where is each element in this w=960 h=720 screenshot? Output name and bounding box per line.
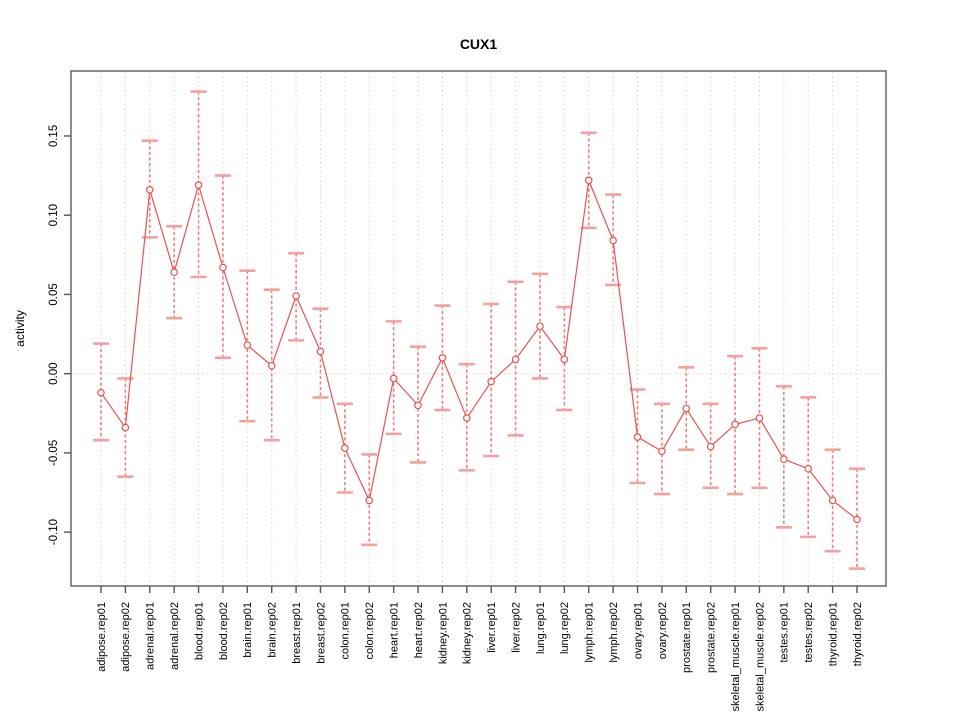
data-point	[194, 181, 203, 189]
data-point	[487, 377, 495, 386]
data-point	[706, 442, 715, 451]
y-tick-label: 0.00	[48, 362, 60, 384]
x-category-label: testes.rep02	[803, 602, 815, 663]
x-category-label: adrenal.rep02	[169, 602, 181, 670]
x-category-label: blood.rep01	[193, 602, 205, 660]
x-category-label: prostate.rep01	[681, 602, 693, 673]
data-point	[780, 455, 788, 464]
data-point	[584, 176, 593, 185]
data-point	[560, 355, 569, 364]
data-point	[170, 268, 178, 277]
x-category-label: breast.rep01	[291, 602, 303, 664]
data-point	[341, 444, 349, 452]
x-category-label: heart.rep01	[388, 602, 400, 658]
data-point	[243, 341, 252, 349]
x-category-label: ovary.rep02	[657, 602, 669, 659]
x-category-label: adrenal.rep01	[145, 602, 157, 670]
data-point	[145, 186, 154, 194]
data-point	[755, 414, 764, 422]
data-point	[804, 464, 813, 473]
data-point	[267, 361, 276, 370]
data-point	[731, 420, 739, 429]
x-category-label: adipose.rep02	[120, 602, 132, 672]
x-category-label: skeletal_muscle.rep01	[730, 602, 742, 711]
y-tick-label: 0.10	[48, 204, 60, 226]
data-point	[828, 496, 837, 505]
data-point	[121, 423, 130, 432]
x-category-label: blood.rep02	[218, 602, 230, 660]
x-category-label: kidney.rep01	[437, 602, 449, 664]
x-category-label: ovary.rep01	[632, 602, 644, 659]
data-point	[365, 496, 374, 505]
data-point	[414, 401, 422, 410]
data-point	[682, 404, 691, 413]
x-category-label: colon.rep01	[340, 602, 352, 660]
x-category-label: brain.rep01	[242, 602, 254, 658]
y-tick-label: 0.05	[48, 283, 60, 305]
x-category-label: lung.rep01	[535, 602, 547, 654]
x-category-label: breast.rep02	[315, 602, 327, 664]
data-point	[463, 414, 471, 422]
data-point	[292, 292, 300, 300]
plot-box	[70, 70, 887, 587]
x-category-label: lymph.rep02	[608, 602, 620, 663]
x-category-label: prostate.rep02	[706, 602, 718, 673]
data-point	[536, 322, 544, 330]
data-point	[633, 433, 642, 441]
data-point	[658, 447, 666, 456]
data-point	[511, 355, 520, 364]
data-point	[97, 388, 105, 397]
x-category-label: heart.rep02	[413, 602, 425, 658]
x-category-label: brain.rep02	[267, 602, 279, 658]
x-category-label: lymph.rep01	[584, 602, 596, 663]
data-point	[389, 374, 398, 383]
x-category-label: liver.rep02	[510, 602, 522, 653]
x-category-label: adipose.rep01	[96, 602, 108, 672]
x-category-label: testes.rep01	[779, 602, 791, 663]
data-point	[219, 263, 227, 272]
y-tick-label: -0.10	[48, 519, 60, 545]
x-category-label: lung.rep02	[559, 602, 571, 654]
x-category-label: kidney.rep02	[462, 602, 474, 664]
x-category-label: thyroid.rep02	[852, 602, 864, 666]
data-point	[609, 236, 617, 245]
x-category-label: liver.rep01	[486, 602, 498, 653]
data-point	[438, 354, 447, 362]
series-line	[100, 178, 858, 520]
data-point	[316, 347, 325, 356]
data-point	[853, 515, 861, 524]
y-tick-label: 0.15	[48, 125, 60, 147]
x-category-label: skeletal_muscle.rep02	[754, 602, 766, 711]
y-axis-label: activity	[13, 310, 27, 347]
y-tick-label: -0.05	[48, 440, 60, 466]
chart-title: CUX1	[460, 36, 498, 52]
x-category-label: thyroid.rep01	[827, 602, 839, 666]
x-category-label: colon.rep02	[364, 602, 376, 660]
